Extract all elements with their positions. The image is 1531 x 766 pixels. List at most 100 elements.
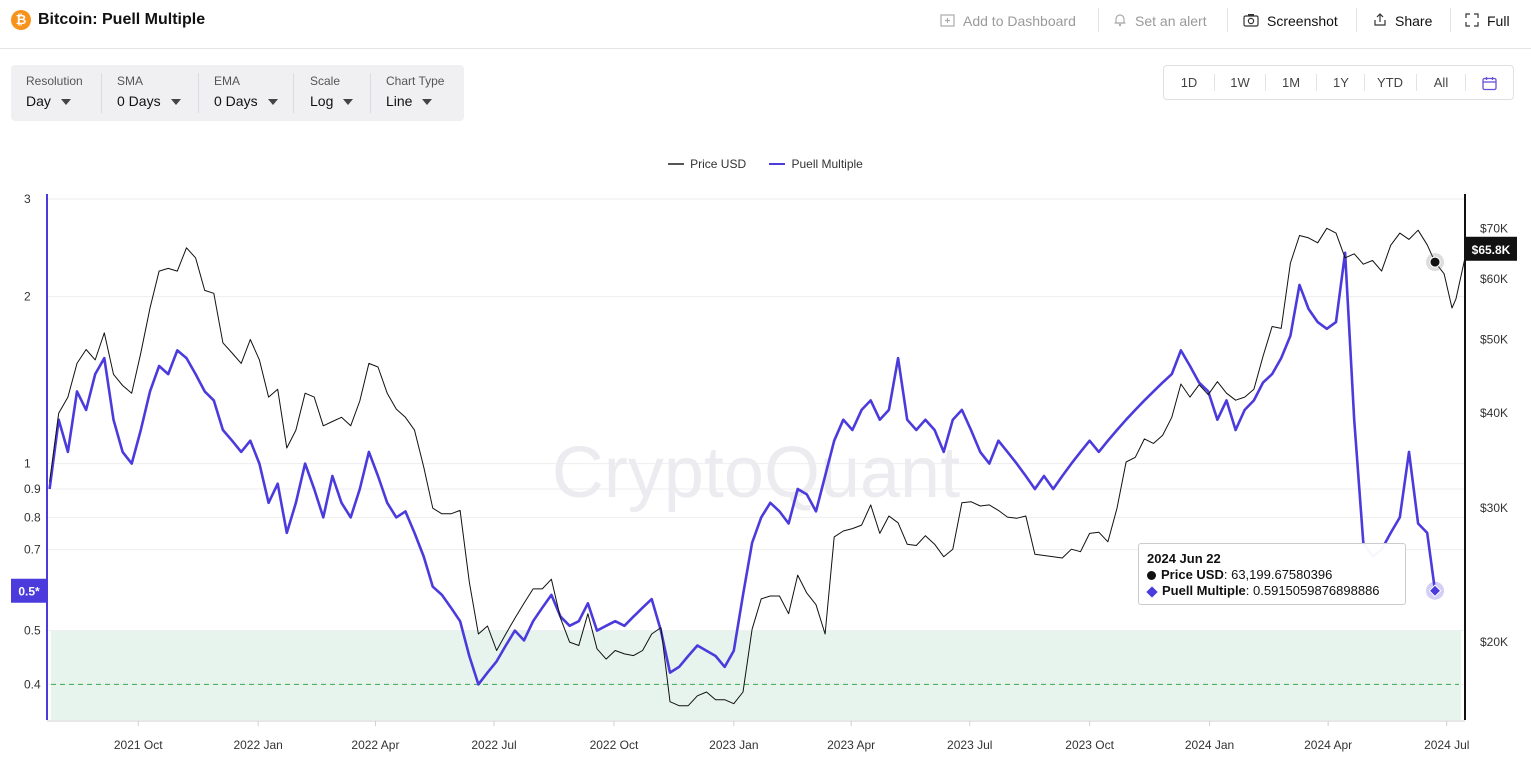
toolbar-divider — [1356, 8, 1357, 32]
camera-icon — [1243, 13, 1259, 30]
chevron-down-icon — [267, 99, 278, 106]
left-tick-label: 2 — [24, 290, 31, 304]
left-tick-label: 0.4 — [24, 677, 41, 691]
left-tick-label: 0.8 — [24, 510, 41, 524]
hover-markers — [1426, 253, 1445, 600]
price-dot-icon — [1147, 571, 1156, 581]
set-alert-button[interactable]: Set an alert — [1113, 12, 1207, 30]
range-all-button[interactable]: All — [1433, 75, 1449, 90]
chart-controls: Resolution Day SMA 0 Days EMA 0 Days Sca… — [11, 65, 464, 121]
range-divider — [1316, 74, 1317, 91]
range-ytd-button[interactable]: YTD — [1377, 75, 1403, 90]
range-1d-button[interactable]: 1D — [1180, 75, 1198, 90]
chevron-down-icon — [422, 99, 433, 106]
share-button[interactable]: Share — [1373, 12, 1432, 30]
tooltip-puell-row: Puell Multiple: 0.5915059876898886 — [1146, 583, 1380, 598]
toolbar-divider — [1450, 8, 1451, 32]
chart-tooltip: 2024 Jun 22 Price USD: 63,199.67580396 P… — [1138, 543, 1406, 605]
control-divider — [198, 73, 199, 113]
x-tick-label: 2022 Apr — [351, 738, 399, 752]
toolbar-divider — [1227, 8, 1228, 32]
fullscreen-icon — [1465, 12, 1479, 30]
top-bar: ₿ Bitcoin: Puell Multiple Add to Dashboa… — [0, 0, 1531, 49]
resolution-select[interactable]: Resolution Day — [26, 65, 106, 121]
watermark: CryptoQuant — [552, 433, 960, 513]
puell-hover-marker — [1428, 584, 1442, 598]
left-tick-label: 3 — [24, 192, 31, 206]
range-divider — [1416, 74, 1417, 91]
x-tick-label: 2022 Oct — [590, 738, 639, 752]
range-divider — [1265, 74, 1266, 91]
scale-value: Log — [310, 93, 354, 109]
control-divider — [101, 73, 102, 113]
range-divider — [1465, 74, 1466, 91]
range-1w-button[interactable]: 1W — [1230, 75, 1250, 90]
calendar-icon — [1482, 77, 1497, 91]
fullscreen-label: Full — [1487, 13, 1510, 29]
fullscreen-button[interactable]: Full — [1465, 12, 1510, 30]
price-badge — [1466, 236, 1517, 261]
screenshot-label: Screenshot — [1267, 13, 1338, 29]
add-to-dashboard-button[interactable]: Add to Dashboard — [940, 12, 1076, 30]
scale-select[interactable]: Scale Log — [310, 65, 370, 121]
control-divider — [370, 73, 371, 113]
x-tick-label: 2023 Jan — [709, 738, 758, 752]
sma-label: SMA — [117, 74, 144, 88]
x-tick-label: 2024 Jan — [1185, 738, 1234, 752]
sma-select[interactable]: SMA 0 Days — [117, 65, 202, 121]
range-selector: 1D 1W 1M 1Y YTD All — [1163, 65, 1514, 100]
page-title: Bitcoin: Puell Multiple — [38, 11, 206, 28]
right-tick-label: $20K — [1480, 635, 1508, 649]
price-usd-line — [49, 227, 1470, 707]
left-tick-label: 0.5 — [24, 624, 41, 638]
legend-swatch — [769, 163, 786, 165]
ema-select[interactable]: EMA 0 Days — [214, 65, 294, 121]
puell-diamond-icon — [1146, 585, 1158, 598]
screenshot-button[interactable]: Screenshot — [1243, 12, 1338, 30]
add-to-dashboard-label: Add to Dashboard — [963, 13, 1076, 29]
range-1y-button[interactable]: 1Y — [1333, 75, 1349, 90]
low-puell-band — [51, 630, 1461, 720]
toolbar-divider — [1098, 8, 1099, 32]
chevron-down-icon — [60, 99, 71, 106]
x-tick-label: 2022 Jul — [471, 738, 516, 752]
puell-badge-label: 0.5* — [18, 585, 40, 599]
x-tick-label: 2022 Jan — [233, 738, 282, 752]
ema-value: 0 Days — [214, 93, 278, 109]
left-tick-label: 0.9 — [24, 482, 41, 496]
control-divider — [293, 73, 294, 113]
tooltip-date: 2024 Jun 22 — [1147, 551, 1221, 566]
range-divider — [1364, 74, 1365, 91]
x-tick-label: 2023 Jul — [947, 738, 992, 752]
x-tick-label: 2024 Apr — [1304, 738, 1352, 752]
x-tick-label: 2023 Apr — [827, 738, 875, 752]
resolution-label: Resolution — [26, 74, 83, 88]
right-axis-ticks: $70K $60K $50K $40K $30K $20K — [1480, 221, 1508, 649]
bell-icon — [1113, 12, 1127, 30]
x-tick-label: 2021 Oct — [114, 738, 163, 752]
dashboard-add-icon — [940, 13, 955, 30]
ema-label: EMA — [214, 74, 241, 88]
resolution-value: Day — [26, 93, 71, 109]
set-alert-label: Set an alert — [1135, 13, 1207, 29]
range-1m-button[interactable]: 1M — [1281, 75, 1301, 90]
price-hover-marker — [1429, 256, 1441, 268]
legend-puell-multiple[interactable]: Puell Multiple — [769, 157, 863, 171]
tooltip-price-row: Price USD: 63,199.67580396 — [1147, 567, 1332, 582]
right-tick-label: $50K — [1480, 332, 1508, 346]
left-tick-label: 0.7 — [24, 543, 41, 557]
legend-swatch — [668, 163, 685, 165]
scale-label: Scale — [310, 74, 341, 88]
x-tick-label: 2023 Oct — [1065, 738, 1114, 752]
share-label: Share — [1395, 13, 1433, 29]
chart-type-select[interactable]: Chart Type Line — [386, 65, 461, 121]
puell-badge — [11, 578, 46, 603]
chart-type-value: Line — [386, 93, 433, 109]
legend-price-usd[interactable]: Price USD — [668, 157, 746, 171]
chevron-down-icon — [170, 99, 181, 106]
date-picker-button[interactable] — [1466, 66, 1513, 99]
chart-legend: Price USD Puell Multiple — [0, 154, 1531, 171]
sma-value: 0 Days — [117, 93, 181, 109]
chevron-down-icon — [343, 99, 354, 106]
